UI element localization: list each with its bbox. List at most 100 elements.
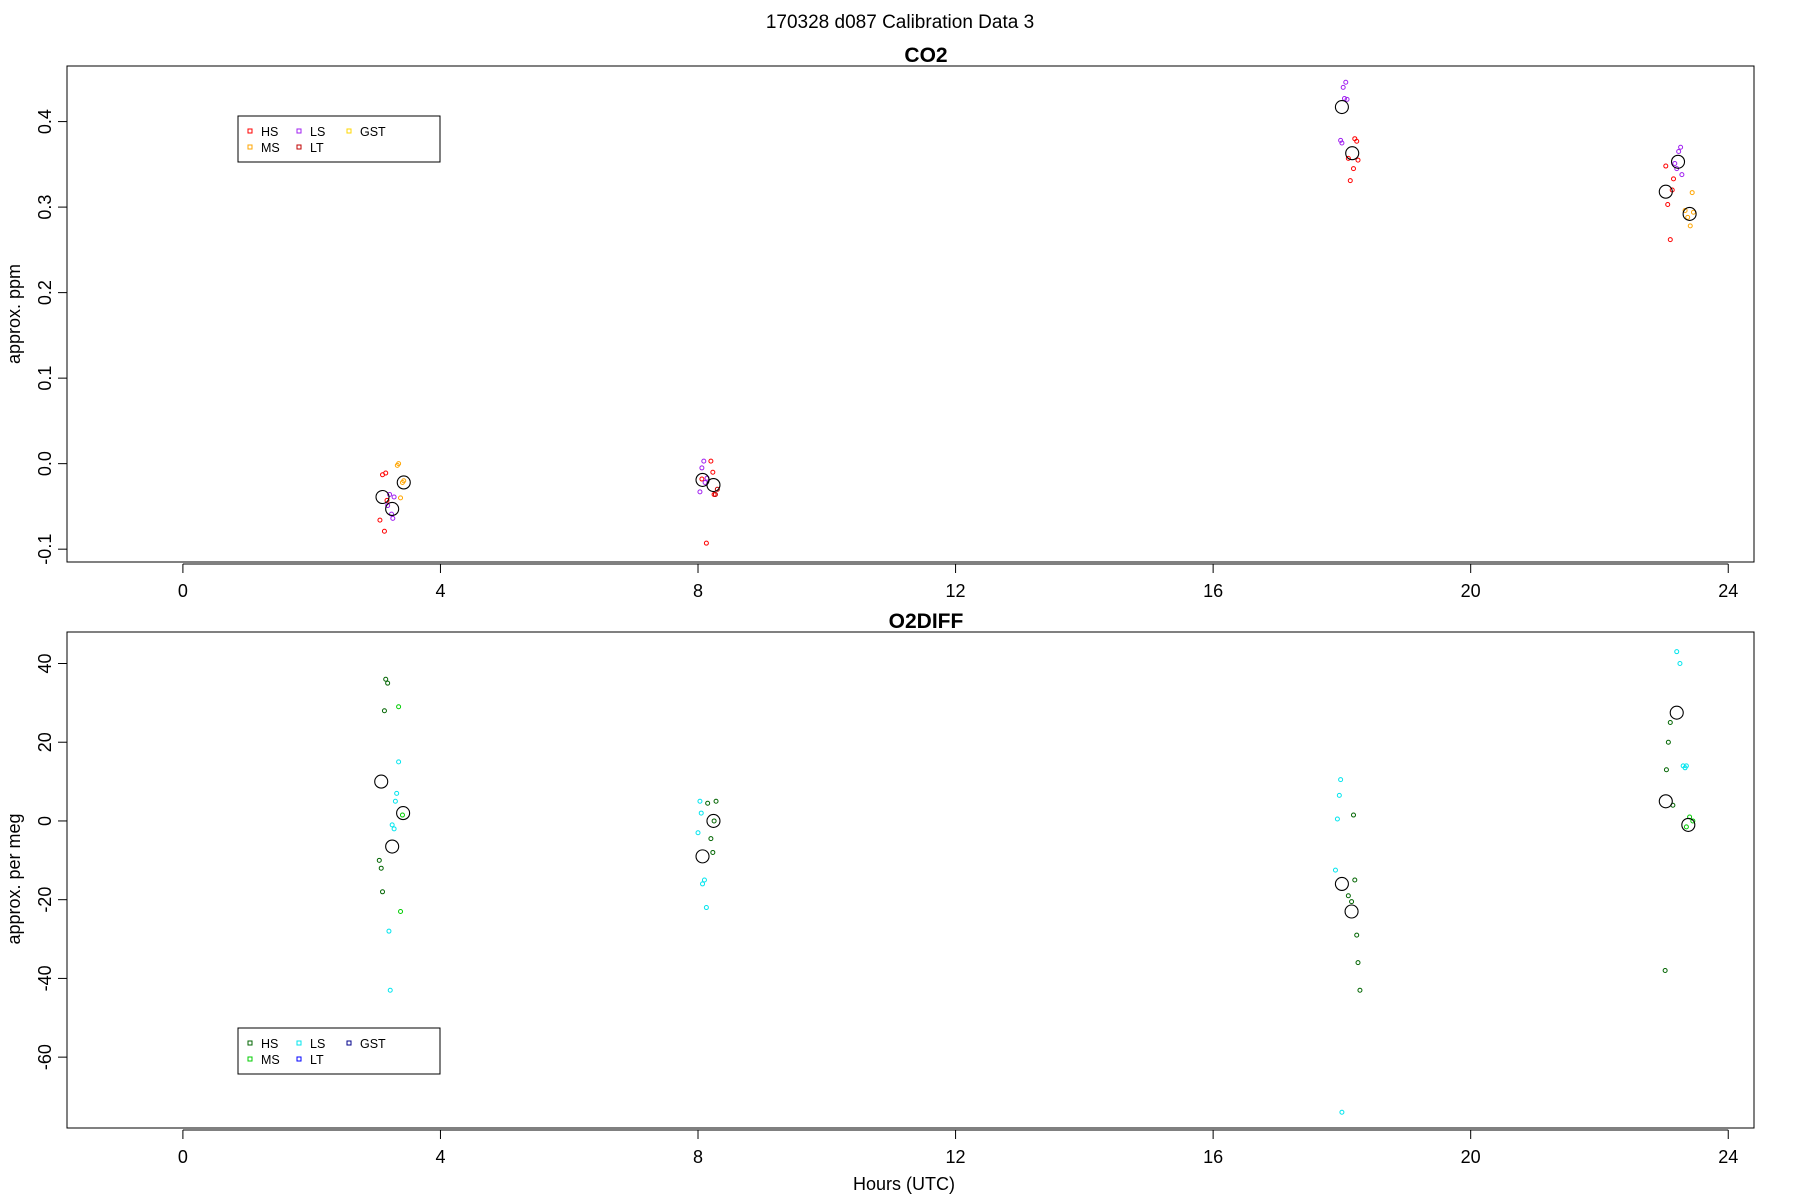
- data-point-hs: [383, 470, 389, 476]
- y-tick-label: 0.4: [35, 109, 55, 134]
- data-point-hs: [1671, 176, 1677, 182]
- data-point-ls: [391, 826, 397, 832]
- co2-panel-title: CO2: [904, 44, 947, 67]
- mean-point: [1334, 876, 1349, 891]
- data-point-hs: [1350, 812, 1356, 818]
- data-point-hs: [1357, 987, 1363, 993]
- data-point-ls: [698, 810, 704, 816]
- mean-point: [1669, 705, 1684, 720]
- co2-legend-entry-hs: HS: [247, 125, 278, 139]
- mean-point: [1658, 184, 1673, 199]
- data-point-ls: [695, 830, 701, 836]
- y-tick-label: 0: [35, 816, 55, 826]
- co2-legend: HS MS LS LT GST: [237, 115, 441, 163]
- y-tick-label: 0.2: [35, 280, 55, 305]
- o2diff-x-axis: 0 4 8 12 16 20 24: [178, 1129, 1738, 1167]
- x-tick-label: 16: [1203, 1147, 1223, 1167]
- data-point-ms: [1685, 214, 1691, 220]
- o2diff-y-axis: -60 -40 -20 0 20 40: [35, 653, 68, 1070]
- data-point-hs: [708, 458, 714, 464]
- data-point-hs: [713, 798, 719, 804]
- y-tick-label: 0.3: [35, 195, 55, 220]
- data-point-ls: [1336, 792, 1342, 798]
- data-point-lt: [712, 491, 718, 497]
- x-tick-label: 12: [946, 581, 966, 601]
- data-point-ls: [703, 905, 709, 911]
- mean-point: [385, 839, 400, 854]
- co2-legend-marker-gst: [346, 128, 352, 134]
- data-point-ls: [1338, 777, 1344, 783]
- data-point-ls: [386, 928, 392, 934]
- o2diff-legend-entry-ls: LS: [296, 1037, 325, 1051]
- data-point-hs: [383, 676, 389, 682]
- y-tick-label: 40: [35, 653, 55, 673]
- data-point-ls: [387, 987, 393, 993]
- data-point-hs: [380, 889, 386, 895]
- data-point-hs: [1354, 932, 1360, 938]
- data-point-ls: [1334, 816, 1340, 822]
- o2diff-legend-marker-hs: [247, 1040, 253, 1046]
- data-point-ls: [1339, 140, 1345, 146]
- x-tick-label: 8: [693, 581, 703, 601]
- o2diff-legend-marker-gst: [346, 1040, 352, 1046]
- o2diff-legend-entry-hs: HS: [247, 1037, 278, 1051]
- co2-legend-marker-ls: [296, 128, 302, 134]
- x-tick-label: 20: [1461, 581, 1481, 601]
- mean-point: [1682, 206, 1697, 221]
- o2diff-legend-entry-lt: LT: [296, 1053, 324, 1067]
- data-point-ls: [387, 491, 393, 497]
- data-point-ls: [391, 494, 397, 500]
- data-point-hs: [377, 517, 383, 523]
- o2diff-legend-marker-ls: [296, 1040, 302, 1046]
- o2diff-panel: O2DIFF approx. per meg Hours (UTC) 0 4 8 12…: [4, 610, 1755, 1194]
- co2-x-axis: 0 4 8 12 16 20 24: [178, 563, 1738, 601]
- data-point-ms: [398, 908, 404, 914]
- o2diff-y-axis-label: approx. per meg: [4, 813, 24, 944]
- o2diff-legend-label-ls: LS: [310, 1037, 325, 1051]
- x-tick-label: 0: [178, 581, 188, 601]
- data-point-hs: [1665, 739, 1671, 745]
- co2-legend-entry-gst: GST: [346, 125, 386, 139]
- data-point-ms: [396, 461, 402, 467]
- o2diff-legend-label-gst: GST: [360, 1037, 386, 1051]
- o2diff-x-axis-label: Hours (UTC): [853, 1174, 955, 1194]
- o2diff-legend-label-ms: MS: [261, 1053, 280, 1067]
- o2diff-legend-marker-lt: [296, 1056, 302, 1062]
- data-point-ls: [1677, 660, 1683, 666]
- data-point-ls: [701, 877, 707, 883]
- data-point-hs: [1347, 178, 1353, 184]
- data-point-ls: [1344, 96, 1350, 102]
- data-point-ls: [1340, 84, 1346, 90]
- co2-legend-marker-lt: [296, 144, 302, 150]
- data-point-hs: [385, 680, 391, 686]
- data-point-ls: [701, 458, 707, 464]
- y-tick-label: -40: [35, 965, 55, 991]
- data-point-hs: [1663, 163, 1669, 169]
- mean-point: [385, 501, 400, 517]
- y-tick-label: -0.1: [35, 534, 55, 565]
- mean-point: [374, 774, 389, 789]
- mean-point: [706, 477, 721, 493]
- co2-legend-label-gst: GST: [360, 125, 386, 139]
- co2-legend-label-lt: LT: [310, 141, 324, 155]
- mean-point: [396, 806, 411, 821]
- data-point-hs: [1667, 720, 1673, 726]
- o2diff-legend-entry-gst: GST: [346, 1037, 386, 1051]
- y-tick-label: -20: [35, 887, 55, 913]
- data-point-hs: [1354, 138, 1360, 144]
- data-point-ls: [390, 515, 396, 521]
- data-point-ls: [702, 479, 708, 485]
- x-tick-label: 24: [1718, 581, 1738, 601]
- o2diff-legend-label-lt: LT: [310, 1053, 324, 1067]
- data-point-hs: [1345, 893, 1351, 899]
- mean-point: [1681, 817, 1696, 832]
- o2diff-legend: HS MS LS LT GST: [237, 1027, 441, 1075]
- data-point-ls: [1678, 144, 1684, 150]
- co2-y-axis-label: approx. ppm: [4, 264, 24, 364]
- co2-legend-box: [237, 115, 441, 163]
- data-point-ls: [389, 822, 395, 828]
- co2-legend-label-hs: HS: [261, 125, 278, 139]
- x-tick-label: 24: [1718, 1147, 1738, 1167]
- o2diff-legend-marker-ms: [247, 1056, 253, 1062]
